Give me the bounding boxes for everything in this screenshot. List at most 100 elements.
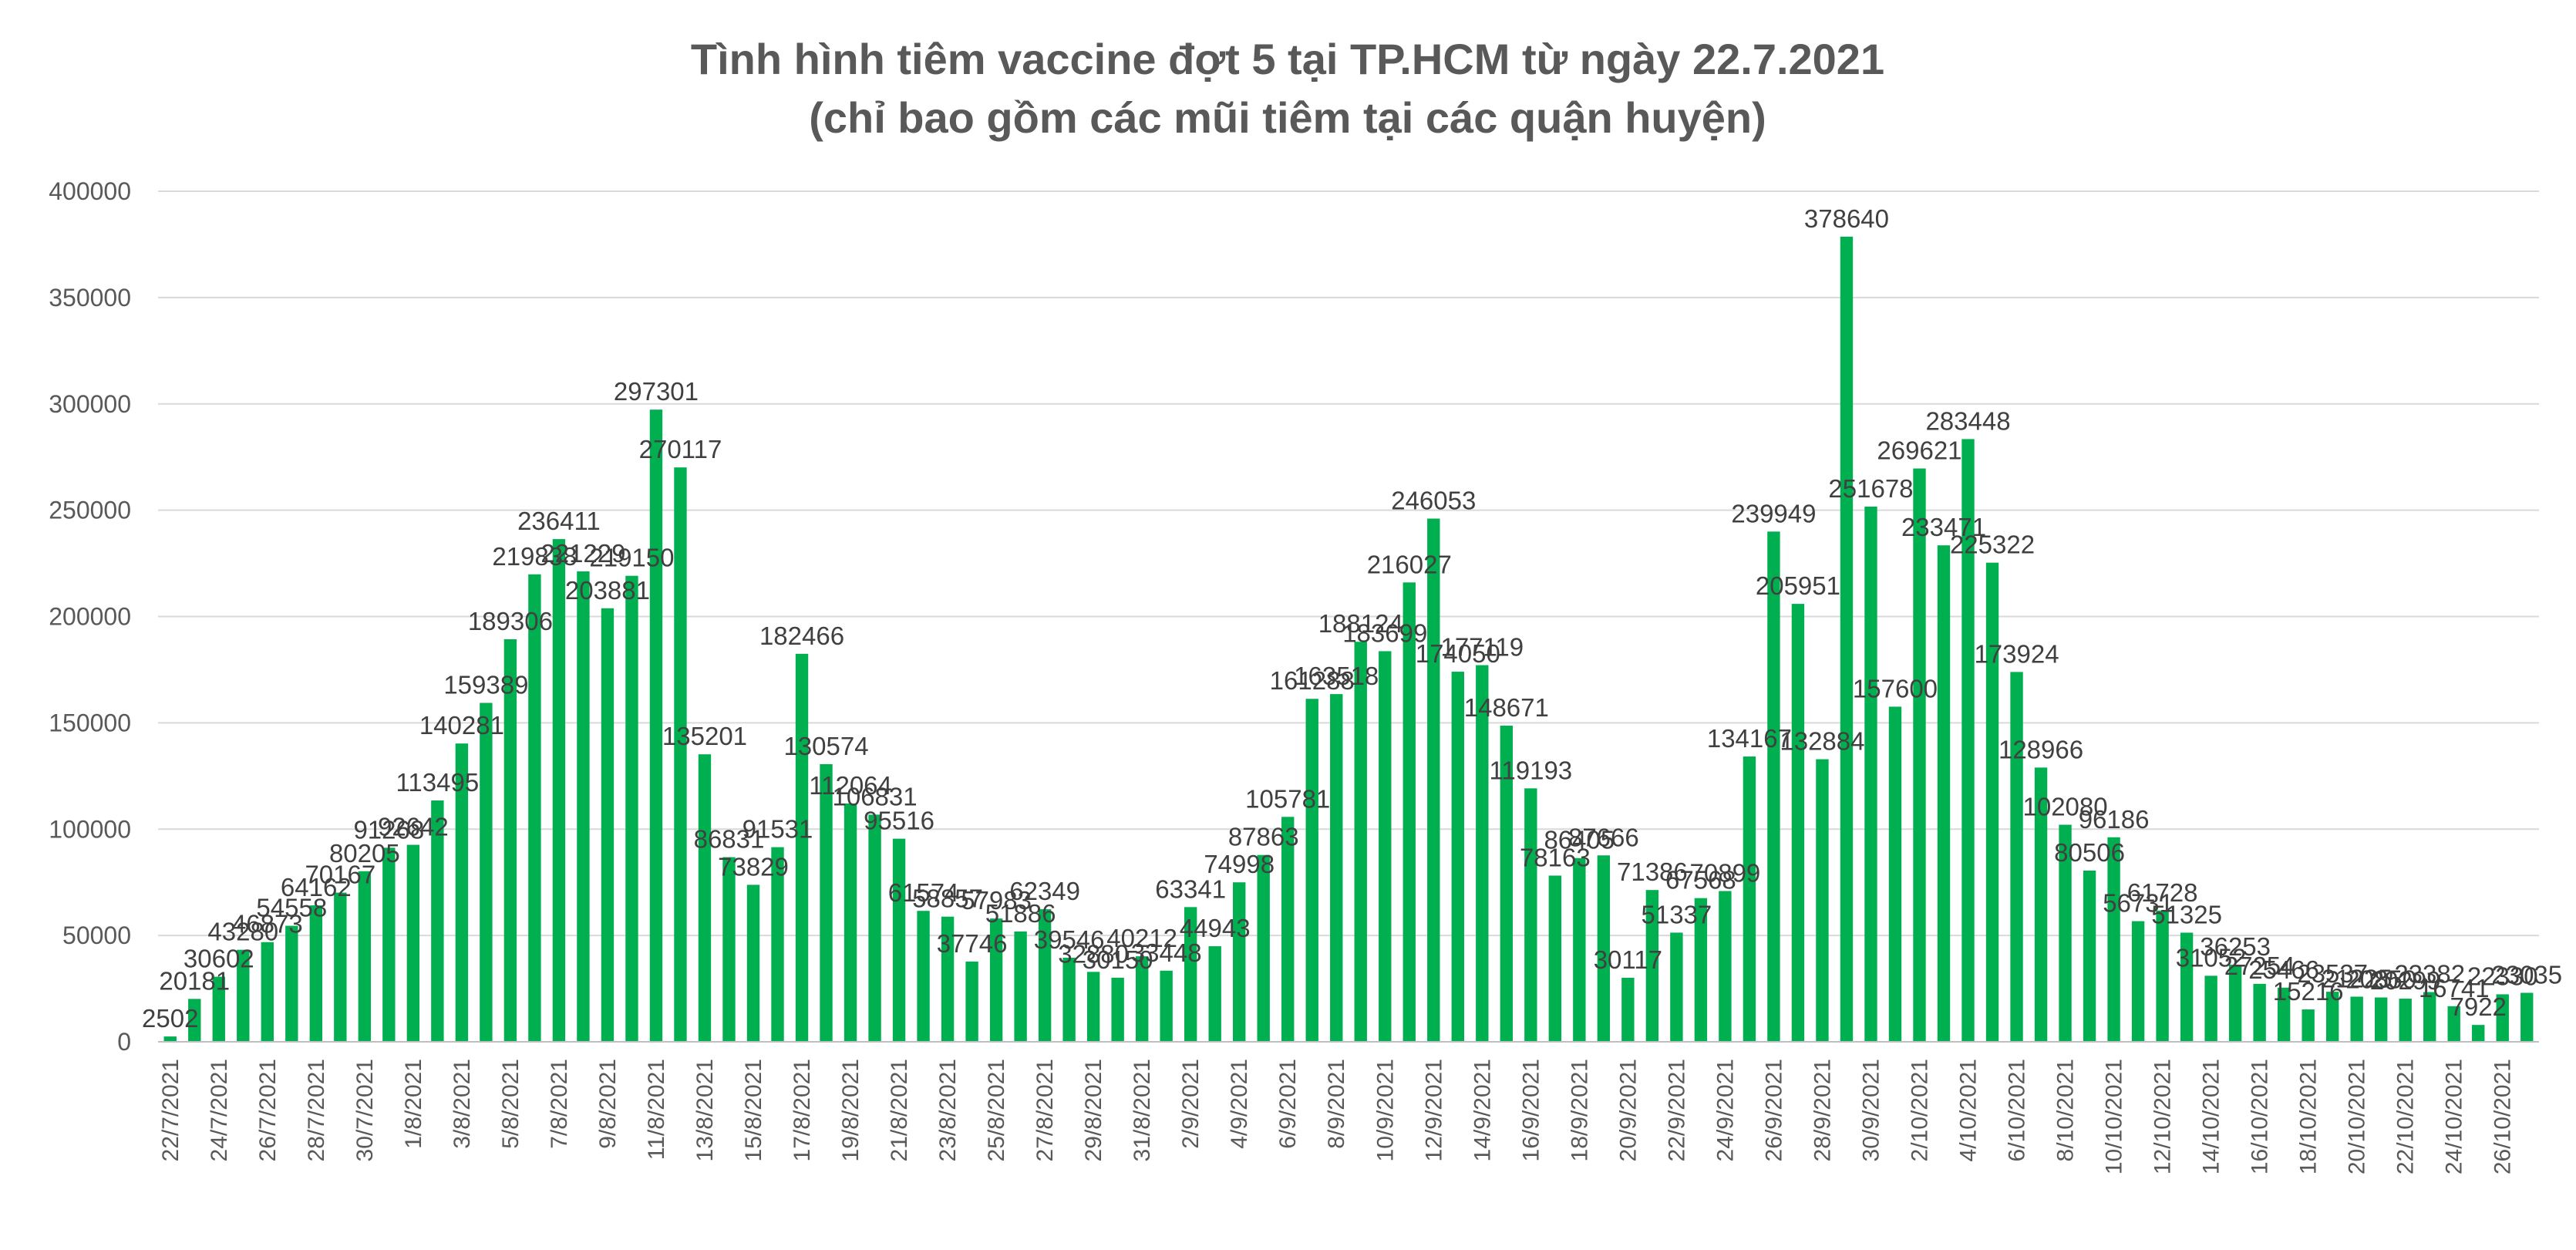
bar bbox=[1937, 545, 1951, 1042]
data-label: 119193 bbox=[1489, 756, 1572, 784]
bar bbox=[1402, 582, 1416, 1042]
y-tick-label: 350000 bbox=[49, 284, 131, 312]
data-label: 128966 bbox=[1999, 735, 2083, 763]
data-label: 22330 bbox=[2467, 962, 2538, 990]
x-tick-label: 24/9/2021 bbox=[1712, 1059, 1738, 1161]
data-label: 57983 bbox=[961, 886, 1032, 915]
data-label: 46873 bbox=[232, 910, 303, 938]
x-tick-label: 10/10/2021 bbox=[2102, 1059, 2127, 1174]
y-tick-label: 100000 bbox=[49, 815, 131, 843]
data-label: 135201 bbox=[662, 722, 747, 750]
bar bbox=[1500, 726, 1514, 1042]
bar bbox=[941, 916, 955, 1042]
bar bbox=[746, 884, 760, 1042]
bar bbox=[2447, 1006, 2460, 1042]
data-label: 297301 bbox=[614, 377, 699, 406]
bar bbox=[1354, 642, 1367, 1042]
bar bbox=[1597, 855, 1611, 1042]
bar bbox=[1888, 706, 1902, 1042]
bar bbox=[382, 847, 396, 1042]
data-label: 71386 bbox=[1617, 857, 1688, 886]
bar bbox=[1233, 882, 1246, 1042]
x-tick-label: 30/7/2021 bbox=[352, 1059, 378, 1161]
bar bbox=[1864, 506, 1877, 1042]
bar bbox=[2034, 767, 2048, 1042]
x-tick-label: 30/9/2021 bbox=[1858, 1059, 1884, 1161]
x-tick-label: 29/8/2021 bbox=[1081, 1059, 1106, 1161]
x-axis-ticks: 22/7/2021 24/7/2021 26/7/2021 28/7/2021 30/7… bbox=[158, 1059, 2516, 1174]
bar bbox=[917, 911, 930, 1042]
x-tick-label: 26/7/2021 bbox=[255, 1059, 281, 1161]
bar bbox=[480, 702, 493, 1042]
data-label: 86405 bbox=[1544, 826, 1615, 854]
x-tick-label: 17/8/2021 bbox=[790, 1059, 815, 1161]
x-tick-label: 1/8/2021 bbox=[401, 1059, 426, 1149]
data-label: 23035 bbox=[2491, 960, 2562, 989]
bar bbox=[868, 814, 881, 1042]
bar bbox=[212, 976, 225, 1042]
bar bbox=[1379, 651, 1392, 1042]
data-label: 130574 bbox=[783, 732, 868, 760]
bar bbox=[2253, 983, 2266, 1042]
bar bbox=[722, 857, 736, 1042]
data-label: 78163 bbox=[1520, 843, 1591, 871]
bar bbox=[1840, 236, 1854, 1043]
x-tick-label: 3/8/2021 bbox=[450, 1059, 475, 1149]
bar bbox=[431, 800, 444, 1042]
data-label: 219150 bbox=[589, 544, 674, 572]
bar bbox=[1184, 907, 1197, 1042]
data-label: 70899 bbox=[1690, 858, 1761, 887]
data-label: 233471 bbox=[1901, 513, 1986, 541]
bar bbox=[989, 918, 1003, 1042]
bar bbox=[844, 803, 857, 1042]
data-label: 87666 bbox=[1568, 823, 1639, 851]
x-tick-label: 21/8/2021 bbox=[887, 1059, 912, 1161]
data-label: 56731 bbox=[2103, 889, 2174, 918]
x-tick-label: 4/9/2021 bbox=[1227, 1059, 1252, 1149]
bar bbox=[1476, 665, 1489, 1042]
data-label: 173924 bbox=[1974, 639, 2059, 668]
data-label: 51337 bbox=[1642, 900, 1712, 928]
bar bbox=[1791, 604, 1805, 1042]
bar bbox=[1111, 977, 1124, 1042]
bar bbox=[309, 905, 323, 1042]
bar bbox=[188, 999, 201, 1042]
data-label: 174050 bbox=[1416, 639, 1500, 668]
bar bbox=[2059, 824, 2072, 1042]
x-tick-label: 10/9/2021 bbox=[1372, 1059, 1398, 1161]
bar bbox=[1330, 694, 1343, 1042]
x-tick-label: 7/8/2021 bbox=[547, 1059, 572, 1149]
x-tick-label: 15/8/2021 bbox=[741, 1059, 766, 1161]
data-label: 132884 bbox=[1780, 727, 1864, 756]
data-label: 269621 bbox=[1877, 436, 1961, 465]
data-label: 80205 bbox=[329, 839, 400, 868]
data-label: 73829 bbox=[718, 852, 789, 881]
x-tick-label: 25/8/2021 bbox=[984, 1059, 1009, 1161]
data-label: 161288 bbox=[1270, 666, 1355, 695]
bar bbox=[1014, 931, 1027, 1042]
x-tick-label: 28/7/2021 bbox=[304, 1059, 329, 1161]
x-tick-label: 13/8/2021 bbox=[692, 1059, 718, 1161]
bar bbox=[1524, 788, 1537, 1042]
x-tick-label: 14/9/2021 bbox=[1470, 1059, 1495, 1161]
bar bbox=[625, 575, 638, 1042]
data-label: 134167 bbox=[1707, 724, 1792, 753]
data-label: 112064 bbox=[809, 771, 892, 800]
bar bbox=[771, 847, 784, 1042]
data-label: 27254 bbox=[2224, 952, 2295, 980]
data-label: 33448 bbox=[1131, 938, 1202, 967]
data-label: 15216 bbox=[2273, 977, 2344, 1006]
chart-subtitle: (chỉ bao gồm các mũi tiêm tại các quận h… bbox=[809, 93, 1766, 142]
bar bbox=[1573, 857, 1586, 1042]
bar bbox=[2131, 921, 2145, 1042]
bar bbox=[2325, 992, 2339, 1042]
bar bbox=[965, 961, 978, 1042]
bar bbox=[237, 949, 250, 1042]
bar bbox=[2350, 996, 2363, 1042]
x-tick-label: 18/10/2021 bbox=[2296, 1059, 2322, 1174]
x-tick-label: 23/8/2021 bbox=[935, 1059, 961, 1161]
data-label: 239949 bbox=[1731, 499, 1816, 527]
data-label: 205951 bbox=[1756, 571, 1840, 600]
